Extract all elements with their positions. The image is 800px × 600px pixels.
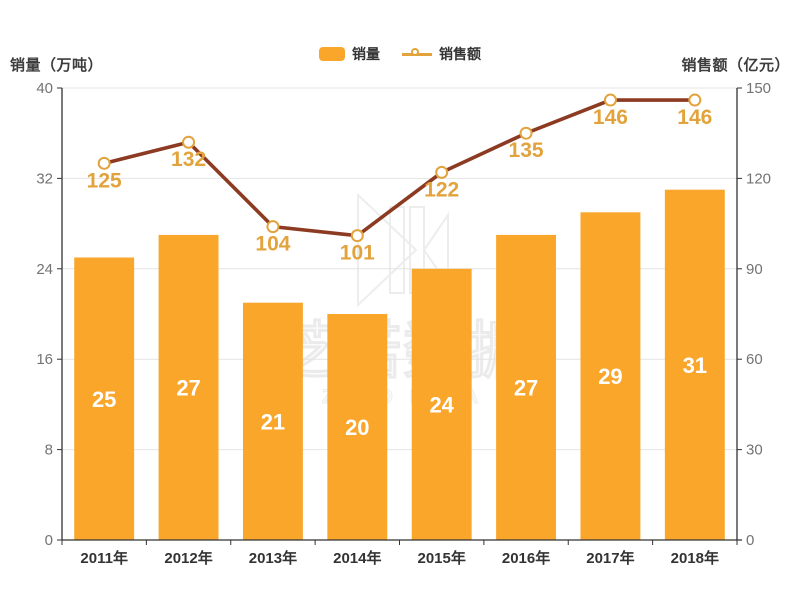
x-axis-label-2013年: 2013年 [249,549,297,567]
right-axis-tick-label: 0 [746,532,754,549]
x-axis-label-2018年: 2018年 [671,549,719,567]
line-point-2018年 [688,93,702,107]
line-point-2016年 [519,126,533,140]
right-axis-tick-label: 120 [746,170,771,187]
line-point-label-2012年: 132 [171,148,206,171]
legend-item-sales-volume[interactable]: 销量 [319,44,380,64]
x-axis-label-2011年: 2011年 [80,549,128,567]
line-point-label-2011年: 125 [87,169,122,192]
bar-label-2015年: 24 [429,392,454,417]
bar-label-2013年: 21 [261,409,285,434]
x-axis-label-2012年: 2012年 [164,549,212,567]
line-point-2014年 [350,229,364,243]
left-axis-tick-label: 32 [36,170,53,187]
line-point-label-2014年: 101 [340,242,375,265]
bar-2011年 [74,257,135,540]
left-axis-tick-label: 8 [45,442,53,459]
line-point-label-2015年: 122 [424,178,459,201]
bar-label-2017年: 29 [598,364,622,389]
line-series-swatch-icon [402,47,432,61]
x-axis-label-2017年: 2017年 [586,549,634,567]
bar-series-swatch-icon [319,47,345,61]
bar-label-2012年: 27 [176,375,200,400]
legend: 销量 销售额 [0,44,800,64]
bar-label-2016年: 27 [514,375,538,400]
x-axis-label-2016年: 2016年 [502,549,550,567]
bar-2012年 [158,234,219,540]
bar-2013年 [242,302,303,540]
left-axis-tick-label: 0 [45,532,53,549]
left-axis-tick-label: 24 [36,261,53,278]
legend-label-sales-volume: 销量 [352,46,380,62]
line-point-2017年 [603,93,617,107]
bar-2016年 [496,234,557,540]
right-axis-tick-label: 90 [746,261,763,278]
line-point-2012年 [182,135,196,149]
bar-label-2011年: 25 [92,387,116,412]
legend-item-sales-revenue[interactable]: 销售额 [402,44,481,64]
left-axis-tick-label: 16 [36,351,53,368]
left-axis-tick-label: 40 [36,80,53,97]
right-axis-tick-label: 60 [746,351,763,368]
right-axis-tick-label: 150 [746,80,771,97]
line-point-2011年 [97,156,111,170]
bar-label-2018年: 31 [683,353,707,378]
bar-label-2014年: 20 [345,415,369,440]
line-series [102,98,697,238]
line-point-label-2017年: 146 [593,106,628,129]
left-axis-title: 销量（万吨） [10,57,104,74]
x-axis-label-2015年: 2015年 [418,549,466,567]
bar-2015年 [411,268,472,540]
bar-2018年 [664,189,725,540]
line-point-label-2013年: 104 [255,233,290,256]
x-axis-label-2014年: 2014年 [333,549,381,567]
right-axis-title: 销售额（亿元） [681,57,790,74]
right-axis-tick-label: 30 [746,442,763,459]
line-point-label-2018年: 146 [677,106,712,129]
bar-2014年 [327,314,388,540]
bar-2017年 [580,212,641,541]
line-point-2015年 [435,165,449,179]
legend-label-sales-revenue: 销售额 [439,46,481,62]
line-point-label-2016年: 135 [509,139,544,162]
line-point-2013年 [266,220,280,234]
